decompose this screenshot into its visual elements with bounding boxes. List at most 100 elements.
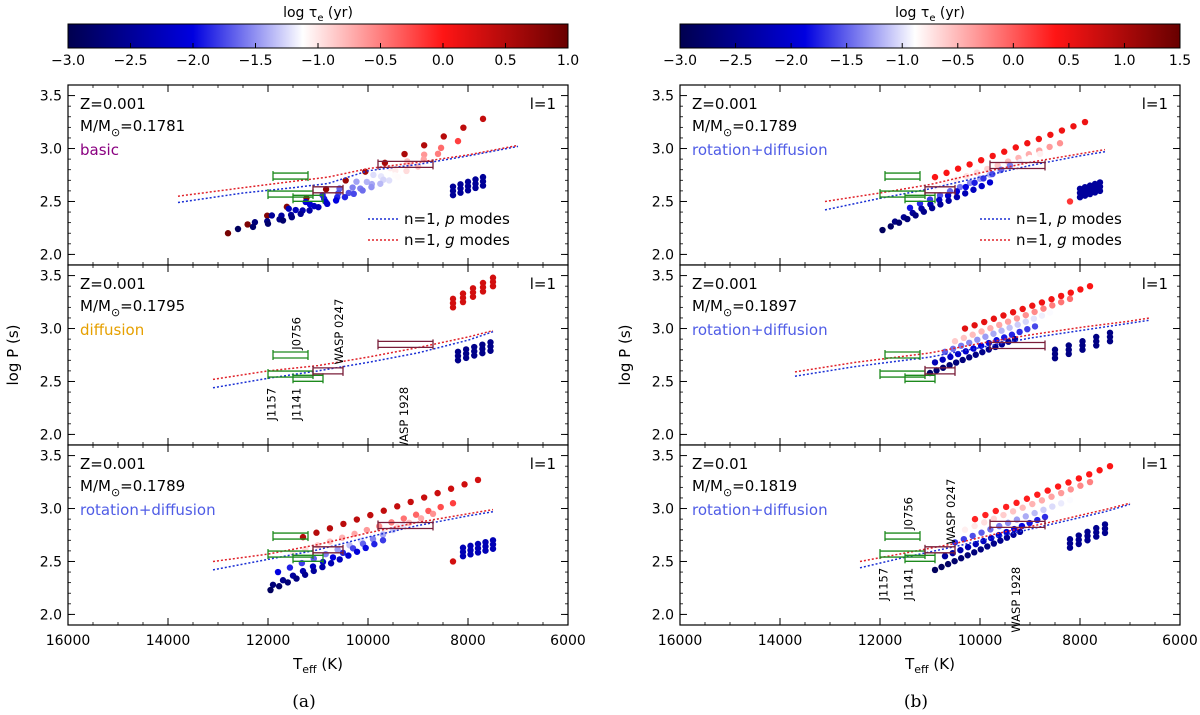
track-point: [979, 348, 986, 356]
track-point: [981, 519, 988, 526]
track-point: [1057, 500, 1065, 507]
metallicity-label: Z=0.001: [692, 275, 758, 293]
track-point: [978, 182, 985, 190]
cluster-point: [489, 537, 497, 544]
track-point: [479, 115, 487, 123]
track-point: [994, 162, 1001, 169]
cluster-point: [1066, 536, 1074, 543]
track-point: [363, 526, 371, 534]
track-point: [334, 546, 341, 553]
track-point: [1022, 311, 1029, 319]
model-label: rotation+diffusion: [692, 501, 828, 519]
legend-g-prefix: n=1,: [404, 231, 445, 249]
colorbar-tick-label: 1.0: [557, 53, 579, 69]
track-point: [1022, 318, 1029, 325]
track-point: [1056, 140, 1064, 147]
track-point: [449, 500, 457, 507]
x-tick-label: 6000: [550, 633, 586, 649]
mass-label-value: =0.1789: [120, 477, 185, 495]
cluster-point: [1075, 532, 1082, 539]
track-point: [966, 161, 973, 168]
track-point: [943, 169, 950, 177]
colorbar-title-unit: (yr): [935, 5, 964, 21]
metallicity-label: Z=0.001: [80, 275, 146, 293]
p-mode-line: [859, 503, 1131, 569]
star-label: WASP 1928: [1009, 567, 1023, 633]
colorbar-tick-label: −1.0: [301, 53, 335, 69]
track-point: [461, 481, 468, 488]
y-tick-label: 2.5: [40, 554, 62, 570]
x-tick-label: 12000: [858, 633, 903, 649]
track-point: [306, 207, 313, 214]
track-point: [1035, 135, 1043, 143]
cluster-point: [1093, 524, 1100, 532]
track-point: [1077, 482, 1084, 489]
mass-label-value: =0.1897: [732, 297, 797, 315]
track-point: [394, 173, 402, 181]
track-point: [380, 507, 387, 514]
track-point: [931, 359, 939, 366]
track-point: [966, 354, 973, 361]
track-point: [992, 507, 999, 515]
track-point: [297, 210, 304, 218]
cluster-point: [1084, 528, 1091, 536]
cluster-point: [469, 285, 477, 292]
track-point: [1004, 519, 1012, 527]
x-tick-label: 10000: [958, 633, 1003, 649]
track-point: [906, 204, 914, 212]
track-point: [327, 560, 335, 567]
track-point: [1036, 150, 1044, 158]
y-tick-label: 3.5: [40, 269, 62, 285]
model-label: rotation+diffusion: [80, 501, 216, 519]
track-point: [1038, 312, 1046, 319]
track-point: [279, 217, 287, 224]
mass-label-sun: ⊙: [723, 486, 732, 499]
cluster-point: [1066, 198, 1074, 205]
track-point: [998, 327, 1005, 334]
model-label: basic: [80, 141, 119, 159]
track-point: [971, 515, 979, 523]
panel-a-2: 2.0 2.5 3.0 3.5 Z=0.001 M/M⊙=0.1795 diffusion l…: [40, 264, 569, 453]
panel-a-1: 2.02.53.03.5 Z=0.001M/M⊙=0.1781basicl=1n=…: [40, 84, 569, 266]
figure-column-b: log τe (yr) −3.0 −2.5 −2.0 −1.5 −1.0 −0.5 0.0 0.…: [616, 5, 1198, 712]
track-point: [926, 369, 934, 377]
track-point: [1040, 506, 1047, 514]
track-point: [966, 179, 974, 187]
star-label: J1157: [877, 568, 891, 602]
track-point: [946, 361, 953, 369]
track-point: [474, 476, 482, 484]
track-point: [440, 133, 447, 140]
track-point: [986, 179, 994, 186]
track-point: [301, 571, 309, 578]
mass-label-sun: ⊙: [111, 486, 120, 499]
track-point: [293, 575, 300, 582]
track-point: [987, 325, 994, 332]
mass-label-prefix: M/M: [692, 477, 723, 495]
track-point: [1046, 309, 1054, 316]
g-mode-line: [177, 144, 519, 197]
track-point: [937, 201, 944, 208]
y-axis-label: log P (s): [616, 325, 634, 386]
track-point: [1030, 315, 1038, 322]
g-mode-line: [212, 329, 494, 381]
track-point: [928, 204, 936, 212]
track-point: [437, 503, 444, 511]
degree-label: l=1: [1142, 95, 1168, 113]
track-point: [429, 510, 437, 518]
legend-p-prefix: n=1,: [1016, 210, 1057, 228]
panel-b-2: 2.0 2.5 3.0 3.5 Z=0.001 M/M⊙=0.1897 rotation+d…: [652, 264, 1181, 446]
track-point: [326, 538, 334, 545]
track-point: [420, 142, 428, 149]
track-point: [310, 567, 317, 575]
mass-label: M/M⊙=0.1897: [692, 297, 797, 319]
cluster-point: [1091, 180, 1099, 188]
track-point: [269, 581, 277, 588]
track-point: [224, 230, 232, 237]
track-point: [949, 345, 957, 353]
track-point: [977, 342, 985, 349]
y-tick-label: 3.0: [652, 142, 674, 158]
track-point: [1013, 499, 1020, 507]
y-tick-label: 2.5: [40, 374, 62, 390]
track-point: [353, 178, 360, 185]
track-point: [1026, 154, 1034, 162]
